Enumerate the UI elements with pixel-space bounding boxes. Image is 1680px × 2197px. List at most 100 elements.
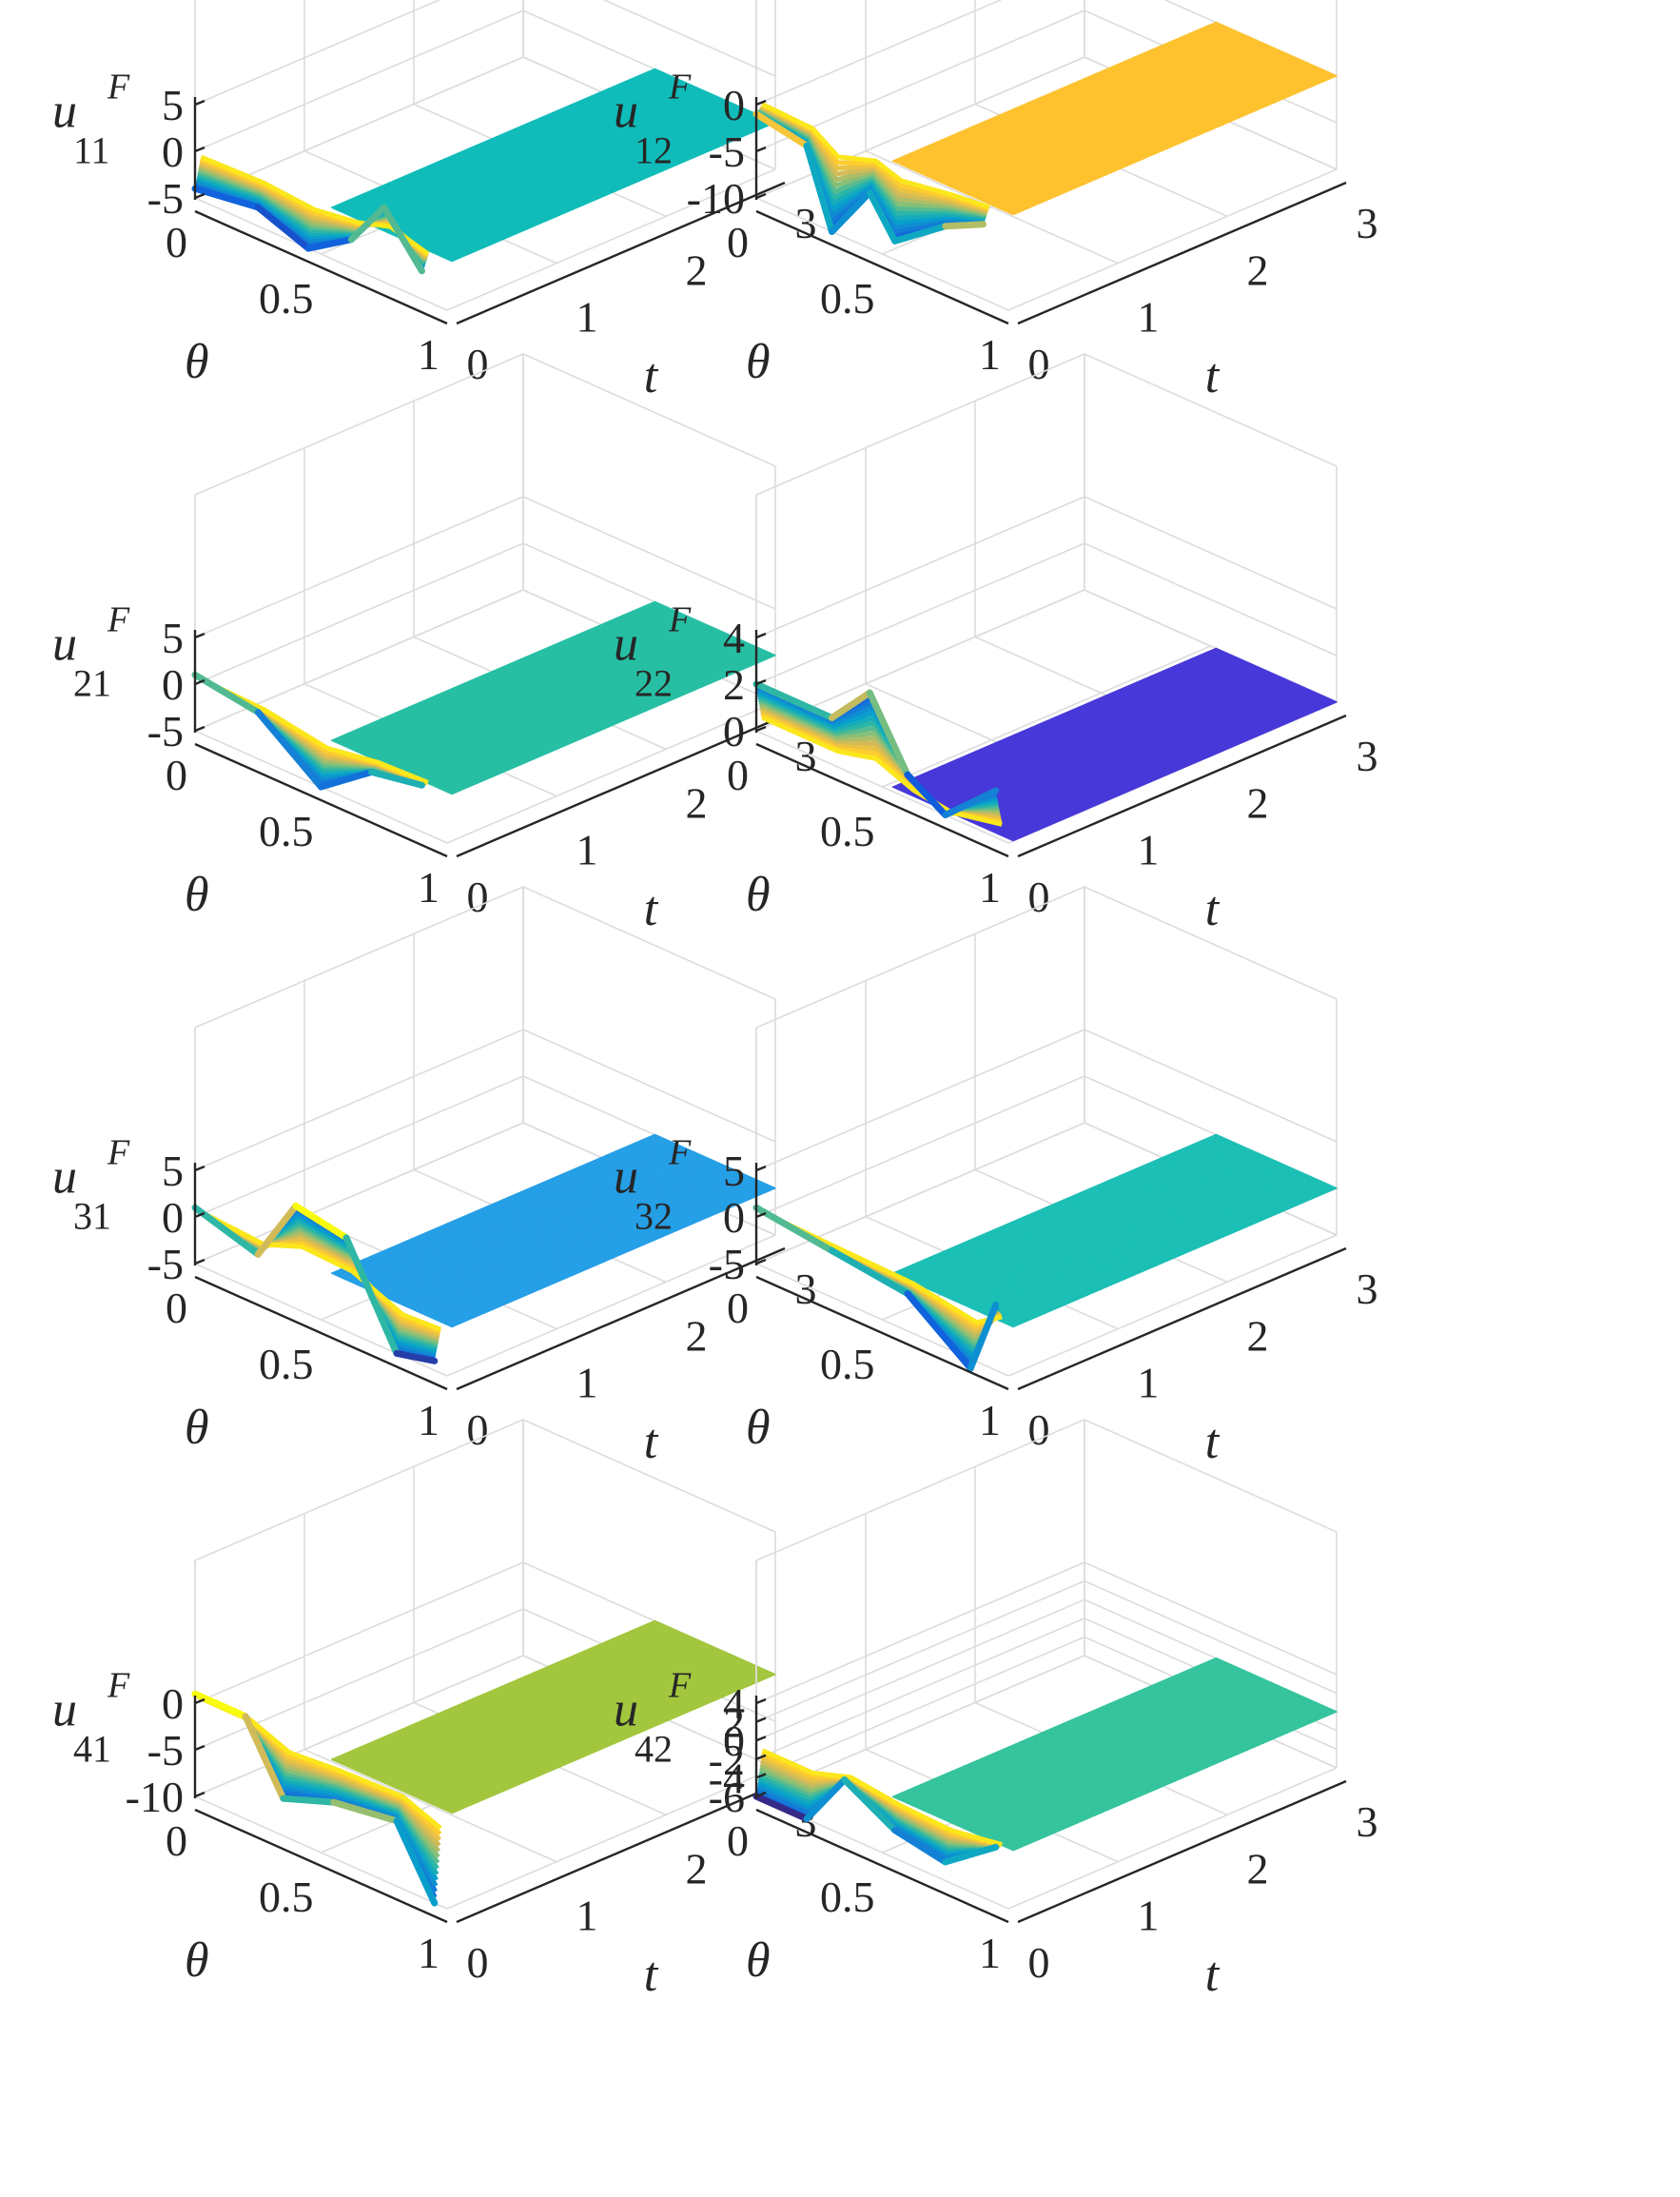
grid-line	[755, 1029, 1338, 1171]
surface-mesh-line	[997, 114, 1120, 171]
transient-edge	[904, 1290, 974, 1372]
surface-mesh-line	[427, 697, 550, 754]
surface-mesh-line	[1110, 1701, 1233, 1758]
surface-mesh-line	[1150, 1684, 1273, 1741]
surface-mesh-line	[436, 1713, 558, 1770]
axes-21	[193, 630, 786, 858]
surface-mesh-line	[420, 700, 542, 757]
theta-axis-label: θ	[746, 1933, 771, 1988]
transient-edge	[891, 223, 949, 245]
t-axis-label: t	[644, 1415, 659, 1469]
surface-mesh-line	[1021, 730, 1143, 787]
surface-mesh-line	[517, 1192, 639, 1248]
t-tick-label: 2	[1247, 245, 1269, 294]
surface-mesh-line	[363, 725, 486, 781]
surface-mesh-line	[411, 1723, 534, 1780]
z-axis-label: u	[614, 84, 638, 138]
surface-mesh-line	[1166, 42, 1289, 98]
surface-mesh-line	[1085, 1188, 1208, 1246]
theta-axis	[755, 209, 1009, 325]
transient-edge	[191, 1690, 249, 1720]
surface-mesh-line	[925, 1781, 1047, 1838]
transient-edge	[242, 1713, 287, 1802]
surface-mesh-line	[941, 139, 1064, 195]
surface-mesh-line	[1206, 1137, 1329, 1193]
z-tick-label: 2	[723, 1698, 745, 1747]
surface-mesh-line	[452, 154, 575, 210]
surface-mesh-line	[468, 1213, 591, 1269]
surface-mesh-line	[540, 116, 663, 172]
surface-mesh-line	[331, 206, 454, 263]
surface-mesh-line	[1150, 675, 1273, 732]
surface-mesh-line	[1118, 1698, 1240, 1755]
z-tick-label: -5	[147, 1726, 184, 1775]
t-tick-label: 3	[1357, 1797, 1378, 1846]
theta-tick-label: 0.5	[820, 274, 875, 323]
surface-mesh-line	[1190, 1667, 1313, 1724]
z-tick	[194, 192, 205, 200]
transient-edge	[752, 680, 835, 721]
grid-line	[755, 496, 1338, 638]
z-label-main: u	[614, 617, 638, 671]
surface-mesh-line	[948, 135, 1071, 191]
grid-line	[755, 542, 1338, 685]
surface-mesh-line	[1166, 668, 1289, 724]
z-tick-label: 0	[723, 81, 745, 129]
z-tick-label: 0	[162, 128, 184, 176]
z-tick-label: -10	[687, 174, 745, 223]
surface-mesh-line	[988, 1754, 1111, 1810]
surface-mesh-line	[988, 118, 1111, 174]
transient-edge	[318, 768, 375, 791]
z-tick	[755, 1697, 767, 1705]
surface-mesh-line	[517, 127, 639, 183]
z-tick-label: 5	[723, 1147, 745, 1195]
theta-tick-label: 1	[418, 1396, 440, 1444]
transient-edge	[829, 188, 873, 235]
surface-mesh-line	[1215, 21, 1338, 77]
surface-mesh-line	[331, 1271, 454, 1328]
z-axis-label: u	[52, 1149, 77, 1204]
z-label-main: u	[52, 1149, 77, 1204]
z-label-superscript: F	[668, 599, 692, 639]
z-tick-label: -4	[709, 1754, 745, 1802]
theta-tick-label: 1	[979, 863, 1001, 912]
surface-mesh-line	[621, 81, 744, 138]
surface-mesh-line	[972, 1237, 1095, 1294]
surface-mesh-line	[981, 747, 1104, 804]
surface-mesh-line	[557, 1661, 679, 1717]
surface-mesh-line	[524, 656, 647, 713]
surface-mesh-line	[484, 1206, 607, 1263]
transient-edge	[254, 709, 324, 791]
surface-mesh-line	[621, 1633, 744, 1690]
grid-line	[194, 886, 776, 1029]
t-axis	[1017, 1779, 1347, 1924]
surface-mesh-line	[533, 1672, 655, 1728]
z-label-main: u	[52, 1682, 77, 1736]
surface-mesh-line	[941, 765, 1064, 821]
z-label-superscript: F	[668, 67, 692, 107]
surface-mesh-line	[565, 106, 688, 162]
surface-mesh-line	[1143, 1165, 1265, 1221]
surface-mesh-line	[1215, 647, 1338, 703]
surface-mesh-line	[1005, 737, 1127, 794]
grid-line	[755, 1419, 1338, 1561]
surface-mesh-line	[1102, 69, 1224, 126]
grid-line	[194, 353, 776, 496]
surface-mesh-line	[395, 1730, 518, 1787]
z-axis-label: u	[52, 617, 77, 671]
t-tick-label: 1	[576, 826, 598, 874]
z-tick	[755, 678, 767, 686]
surface-mesh-line	[411, 171, 534, 228]
grid-line	[1007, 1767, 1338, 1910]
t-tick-label: 2	[686, 245, 708, 294]
surface-mesh-line	[476, 1696, 598, 1752]
z-tick-label: -5	[709, 1240, 745, 1288]
surface-mesh-line	[459, 1216, 582, 1273]
grid-line	[865, 149, 1119, 265]
transient-edge	[829, 1246, 911, 1298]
surface-mesh-line	[613, 618, 736, 675]
theta-tick-label: 0	[727, 1284, 749, 1332]
z-label-superscript: F	[107, 67, 130, 107]
transient-edge	[803, 142, 835, 235]
z-label-subscript: 31	[73, 1194, 111, 1237]
